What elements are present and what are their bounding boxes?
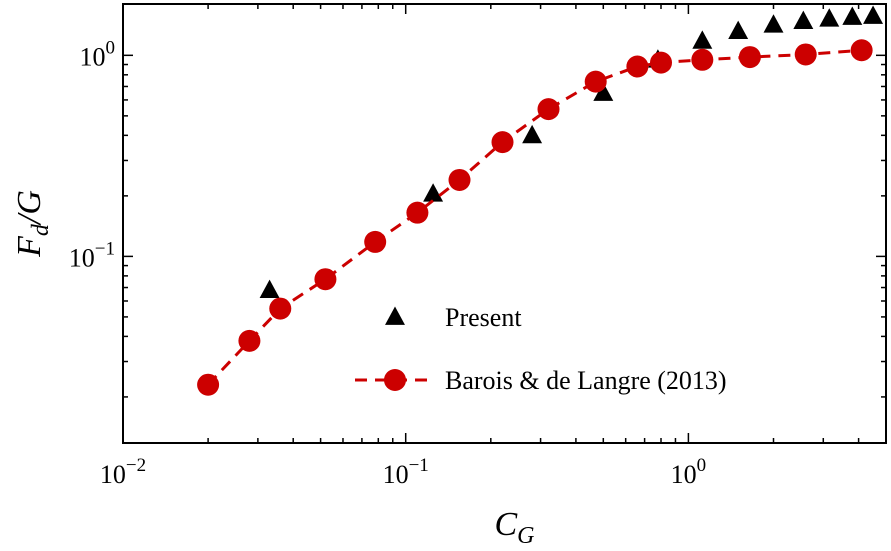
data-point-circle bbox=[314, 268, 337, 291]
y-tick-base: 10 bbox=[69, 243, 95, 272]
y-tick-exponent: −1 bbox=[95, 238, 115, 259]
data-point-circle bbox=[197, 373, 220, 396]
data-point-triangle bbox=[593, 82, 614, 101]
legend: Present Barois & de Langre (2013) bbox=[355, 303, 727, 395]
series-2 bbox=[197, 39, 873, 396]
x-axis-title-main: C bbox=[494, 506, 517, 543]
x-tick-exponent: 0 bbox=[697, 455, 707, 476]
data-point-triangle bbox=[423, 183, 444, 202]
y-axis-title-rest: /G bbox=[11, 190, 48, 226]
legend-triangle-marker bbox=[385, 306, 405, 325]
data-point-circle bbox=[491, 131, 514, 154]
legend-label-barois: Barois & de Langre (2013) bbox=[445, 366, 727, 395]
data-point-circle bbox=[448, 168, 471, 191]
y-tick-label: 100 bbox=[80, 37, 116, 71]
data-point-circle bbox=[406, 201, 429, 224]
x-tick-base: 10 bbox=[671, 460, 697, 489]
legend-circle-marker bbox=[384, 369, 406, 391]
x-tick-base: 10 bbox=[383, 460, 409, 489]
data-point-triangle bbox=[863, 5, 884, 24]
y-tick-exponent: 0 bbox=[106, 37, 116, 58]
data-point-triangle bbox=[692, 30, 713, 49]
data-point-triangle bbox=[259, 279, 280, 298]
data-point-circle bbox=[584, 70, 607, 93]
y-tick-base: 10 bbox=[80, 42, 106, 71]
x-tick-label: 10−2 bbox=[100, 455, 146, 489]
data-point-circle bbox=[691, 48, 714, 71]
x-tick-label: 10−1 bbox=[383, 455, 429, 489]
data-point-triangle bbox=[819, 8, 840, 27]
data-point-triangle bbox=[728, 20, 749, 39]
y-tick-label: 10−1 bbox=[69, 238, 115, 272]
data-point-circle bbox=[738, 46, 761, 69]
series-1 bbox=[259, 5, 884, 298]
series-layer bbox=[197, 5, 884, 396]
plot-area-border bbox=[122, 3, 887, 444]
data-point-circle bbox=[537, 98, 560, 121]
x-axis-title-sub: G bbox=[517, 523, 534, 549]
y-axis-title-main: F bbox=[11, 235, 48, 258]
x-tick-label: 100 bbox=[671, 455, 707, 489]
data-point-circle bbox=[794, 43, 817, 66]
data-point-circle bbox=[650, 51, 673, 74]
plot-frame bbox=[122, 3, 887, 444]
y-axis-title-sub: d bbox=[28, 223, 54, 236]
x-axis-title: CG bbox=[494, 506, 534, 549]
data-point-triangle bbox=[842, 6, 863, 25]
data-point-triangle bbox=[763, 14, 784, 33]
data-point-circle bbox=[238, 329, 261, 352]
data-point-circle bbox=[269, 297, 292, 320]
legend-entry-barois: Barois & de Langre (2013) bbox=[355, 366, 727, 395]
series-line bbox=[207, 48, 862, 386]
data-point-circle bbox=[364, 230, 387, 253]
axis-titles: CG Fd/G bbox=[11, 190, 535, 549]
data-point-circle bbox=[850, 39, 873, 62]
y-axis-title: Fd/G bbox=[11, 190, 54, 258]
x-tick-exponent: −1 bbox=[409, 455, 429, 476]
data-point-triangle bbox=[522, 124, 543, 144]
data-point-circle bbox=[626, 55, 649, 78]
data-point-triangle bbox=[793, 10, 814, 29]
x-tick-exponent: −2 bbox=[126, 455, 146, 476]
legend-entry-present: Present bbox=[385, 303, 522, 332]
legend-label-present: Present bbox=[445, 303, 522, 332]
x-tick-base: 10 bbox=[100, 460, 126, 489]
